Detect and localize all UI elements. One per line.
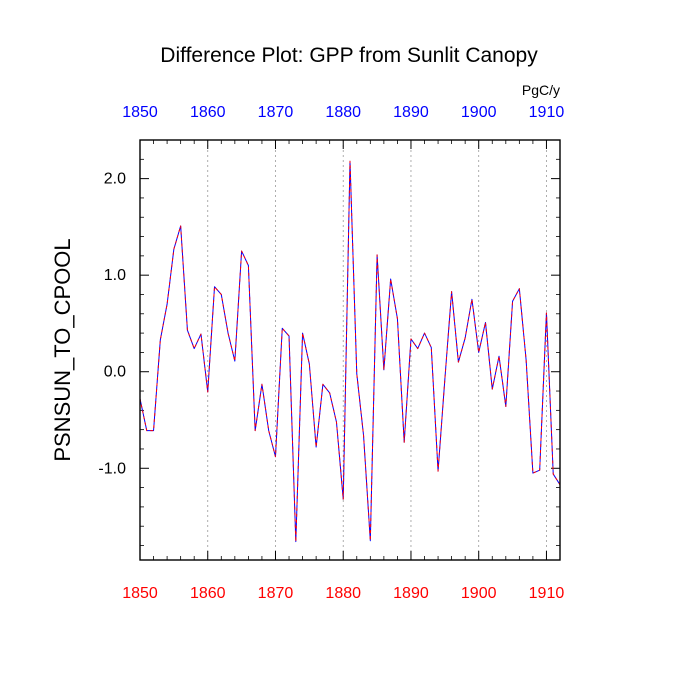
- x-tick-label-bottom: 1880: [325, 585, 361, 602]
- x-tick-label-bottom: 1850: [122, 585, 158, 602]
- x-tick-label-bottom: 1870: [258, 585, 294, 602]
- x-tick-label-top: 1890: [393, 104, 429, 121]
- x-tick-label-bottom: 1910: [529, 585, 565, 602]
- x-tick-label-top: 1900: [461, 104, 497, 121]
- y-tick-label: 2.0: [104, 171, 126, 188]
- x-tick-label-bottom: 1900: [461, 585, 497, 602]
- x-tick-label-top: 1860: [190, 104, 226, 121]
- data-series: [140, 160, 560, 543]
- grid-lines: [207, 140, 547, 560]
- x-tick-label-bottom: 1890: [393, 585, 429, 602]
- x-tick-label-top: 1870: [258, 104, 294, 121]
- tick-labels: 1850 1850 1860 1860 1870 1870 1880 1880 1890 1890…: [98, 104, 564, 602]
- x-tick-label-bottom: 1860: [190, 585, 226, 602]
- y-tick-label: -1.0: [98, 460, 126, 477]
- y-tick-label: 0.0: [104, 364, 126, 381]
- plot-frame: [139, 139, 561, 561]
- chart-title: Difference Plot: GPP from Sunlit Canopy: [160, 44, 538, 67]
- y-tick-label: 1.0: [104, 267, 126, 284]
- x-tick-label-top: 1880: [325, 104, 361, 121]
- x-tick-label-top: 1850: [122, 104, 158, 121]
- y-axis-label: PSNSUN_TO_CPOOL: [50, 238, 75, 461]
- units-label: PgC/y: [522, 82, 560, 98]
- series-line-b: [140, 160, 560, 543]
- x-tick-label-top: 1910: [529, 104, 565, 121]
